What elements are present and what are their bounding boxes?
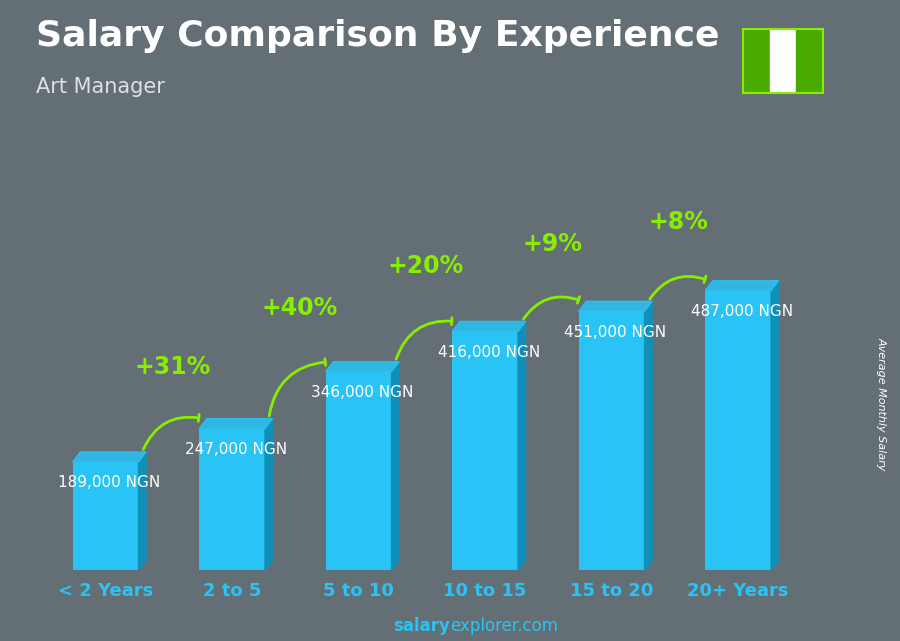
Text: 487,000 NGN: 487,000 NGN <box>691 304 793 319</box>
Text: Art Manager: Art Manager <box>36 77 165 97</box>
Text: 189,000 NGN: 189,000 NGN <box>58 475 160 490</box>
Bar <box>796 29 824 93</box>
Text: +31%: +31% <box>134 354 211 379</box>
FancyBboxPatch shape <box>452 331 518 570</box>
Text: +20%: +20% <box>388 254 464 278</box>
Text: Salary Comparison By Experience: Salary Comparison By Experience <box>36 19 719 53</box>
FancyBboxPatch shape <box>326 372 392 570</box>
Polygon shape <box>644 301 652 570</box>
Polygon shape <box>579 301 652 312</box>
Text: salary: salary <box>393 617 450 635</box>
Text: 416,000 NGN: 416,000 NGN <box>437 345 540 360</box>
Polygon shape <box>518 321 526 570</box>
Text: 346,000 NGN: 346,000 NGN <box>311 385 414 400</box>
Polygon shape <box>326 362 399 372</box>
Text: explorer.com: explorer.com <box>450 617 558 635</box>
Polygon shape <box>199 419 273 429</box>
Polygon shape <box>392 362 399 570</box>
Polygon shape <box>452 321 526 331</box>
FancyBboxPatch shape <box>579 312 644 570</box>
Bar <box>742 29 770 93</box>
FancyBboxPatch shape <box>199 429 265 570</box>
Text: +40%: +40% <box>261 296 338 320</box>
Polygon shape <box>265 419 273 570</box>
Bar <box>770 29 796 93</box>
Polygon shape <box>706 281 778 290</box>
Text: +9%: +9% <box>522 232 582 256</box>
FancyBboxPatch shape <box>73 462 139 570</box>
Text: +8%: +8% <box>649 210 708 234</box>
Polygon shape <box>771 281 778 570</box>
Text: 247,000 NGN: 247,000 NGN <box>184 442 287 457</box>
Polygon shape <box>139 452 146 570</box>
Text: 451,000 NGN: 451,000 NGN <box>564 324 667 340</box>
Polygon shape <box>73 452 146 462</box>
FancyBboxPatch shape <box>706 290 771 570</box>
Text: Average Monthly Salary: Average Monthly Salary <box>877 337 886 470</box>
